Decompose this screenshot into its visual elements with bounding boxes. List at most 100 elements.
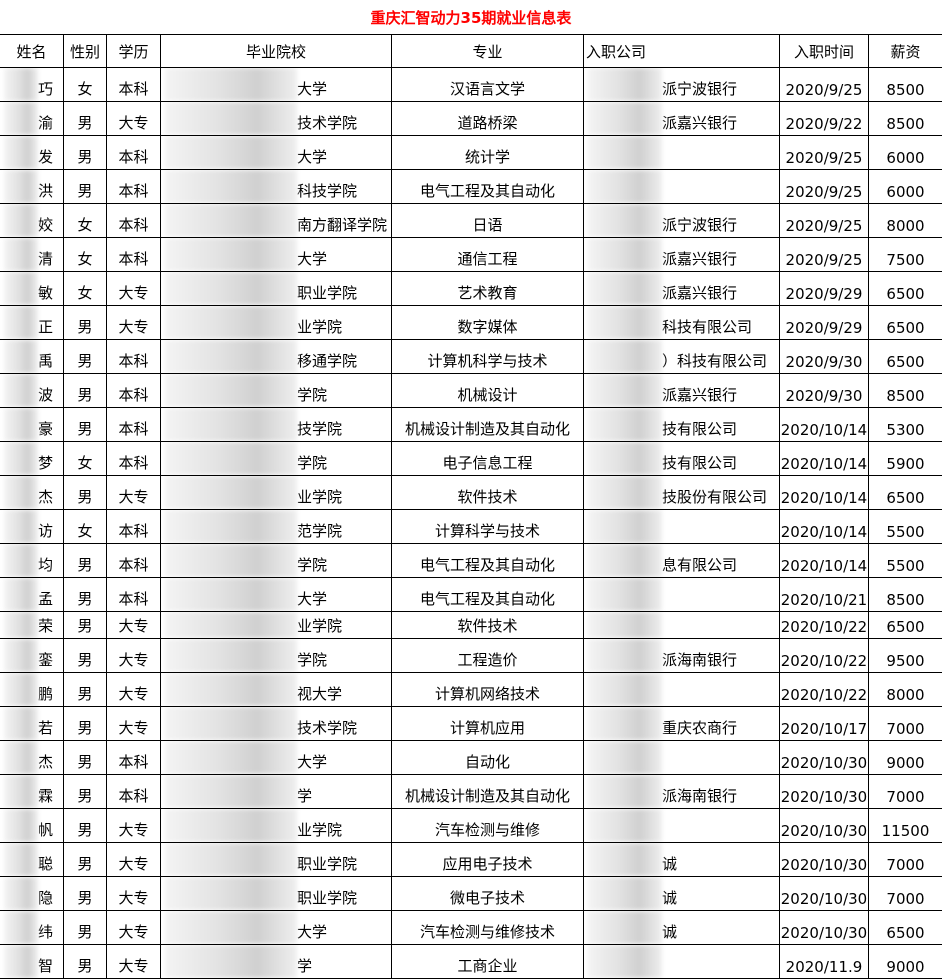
school-cell[interactable]: 业学院: [161, 306, 392, 339]
education-cell[interactable]: 大专: [107, 707, 161, 740]
gender-cell[interactable]: 男: [64, 544, 107, 577]
name-cell[interactable]: 发: [0, 136, 64, 169]
education-cell[interactable]: 本科: [107, 408, 161, 441]
salary-cell[interactable]: 7000: [869, 707, 942, 740]
school-cell[interactable]: 业学院: [161, 809, 392, 842]
name-cell[interactable]: 渝: [0, 102, 64, 135]
education-cell[interactable]: 本科: [107, 340, 161, 373]
major-cell[interactable]: 计算机应用: [392, 707, 584, 740]
company-cell[interactable]: [584, 741, 780, 774]
company-cell[interactable]: 派宁波银行: [584, 204, 780, 237]
major-cell[interactable]: 通信工程: [392, 238, 584, 271]
date-cell[interactable]: 2020/10/30: [780, 911, 869, 944]
header-salary[interactable]: 薪资: [890, 42, 921, 61]
date-cell[interactable]: 2020/10/14: [780, 442, 869, 475]
name-cell[interactable]: 洪: [0, 170, 64, 203]
school-cell[interactable]: 职业学院: [161, 843, 392, 876]
school-cell[interactable]: 大学: [161, 136, 392, 169]
header-gender[interactable]: 性别: [64, 35, 107, 67]
name-cell[interactable]: 鹏: [0, 673, 64, 706]
date-cell[interactable]: 2020/10/21: [780, 578, 869, 611]
gender-cell[interactable]: 男: [64, 578, 107, 611]
school-cell[interactable]: 移通学院: [161, 340, 392, 373]
date-cell[interactable]: 2020/9/25: [780, 136, 869, 169]
school-cell[interactable]: 学院: [161, 544, 392, 577]
gender-cell[interactable]: 男: [64, 673, 107, 706]
education-cell[interactable]: 大专: [107, 945, 161, 978]
education-cell[interactable]: 大专: [107, 911, 161, 944]
education-cell[interactable]: 本科: [107, 374, 161, 407]
name-cell[interactable]: 孟: [0, 578, 64, 611]
salary-cell[interactable]: 8000: [869, 204, 942, 237]
education-cell[interactable]: 本科: [107, 204, 161, 237]
education-cell[interactable]: 大专: [107, 639, 161, 672]
school-cell[interactable]: 技术学院: [161, 707, 392, 740]
salary-cell[interactable]: 8500: [869, 102, 942, 135]
gender-cell[interactable]: 男: [64, 612, 107, 638]
gender-cell[interactable]: 男: [64, 374, 107, 407]
company-cell[interactable]: 派嘉兴银行: [584, 374, 780, 407]
education-cell[interactable]: 大专: [107, 612, 161, 638]
major-cell[interactable]: 机械设计制造及其自动化: [392, 408, 584, 441]
name-cell[interactable]: 波: [0, 374, 64, 407]
header-major[interactable]: 专业: [392, 35, 584, 67]
header-date[interactable]: 入职时间: [780, 35, 869, 67]
gender-cell[interactable]: 男: [64, 408, 107, 441]
salary-cell[interactable]: 6500: [869, 612, 942, 638]
gender-cell[interactable]: 男: [64, 340, 107, 373]
major-cell[interactable]: 应用电子技术: [392, 843, 584, 876]
company-cell[interactable]: [584, 170, 780, 203]
salary-cell[interactable]: 5500: [869, 544, 942, 577]
education-cell[interactable]: 本科: [107, 170, 161, 203]
salary-cell[interactable]: 8500: [869, 68, 942, 101]
school-cell[interactable]: 大学: [161, 911, 392, 944]
school-cell[interactable]: 学: [161, 945, 392, 978]
gender-cell[interactable]: 男: [64, 843, 107, 876]
salary-cell[interactable]: 6500: [869, 476, 942, 509]
company-cell[interactable]: 派嘉兴银行: [584, 102, 780, 135]
salary-cell[interactable]: 11500: [869, 809, 942, 842]
name-cell[interactable]: 霖: [0, 775, 64, 808]
school-cell[interactable]: 职业学院: [161, 877, 392, 910]
salary-cell[interactable]: 6500: [869, 306, 942, 339]
salary-cell[interactable]: 9000: [869, 945, 942, 978]
name-cell[interactable]: 聪: [0, 843, 64, 876]
major-cell[interactable]: 机械设计: [392, 374, 584, 407]
name-cell[interactable]: 正: [0, 306, 64, 339]
company-cell[interactable]: 派嘉兴银行: [584, 272, 780, 305]
date-cell[interactable]: 2020/9/25: [780, 170, 869, 203]
school-cell[interactable]: 技术学院: [161, 102, 392, 135]
major-cell[interactable]: 计算科学与技术: [392, 510, 584, 543]
major-cell[interactable]: 汉语言文学: [392, 68, 584, 101]
school-cell[interactable]: 大学: [161, 238, 392, 271]
company-cell[interactable]: 诚: [584, 877, 780, 910]
salary-cell[interactable]: 6000: [869, 170, 942, 203]
school-cell[interactable]: 科技学院: [161, 170, 392, 203]
major-cell[interactable]: 电气工程及其自动化: [392, 544, 584, 577]
date-cell[interactable]: 2020/10/17: [780, 707, 869, 740]
company-cell[interactable]: [584, 673, 780, 706]
name-cell[interactable]: 禹: [0, 340, 64, 373]
gender-cell[interactable]: 女: [64, 238, 107, 271]
date-cell[interactable]: 2020/10/14: [780, 510, 869, 543]
company-cell[interactable]: [584, 945, 780, 978]
company-cell[interactable]: [584, 809, 780, 842]
salary-cell[interactable]: 7500: [869, 238, 942, 271]
date-cell[interactable]: 2020/9/29: [780, 272, 869, 305]
education-cell[interactable]: 大专: [107, 272, 161, 305]
date-cell[interactable]: 2020/10/22: [780, 612, 869, 638]
name-cell[interactable]: 杰: [0, 476, 64, 509]
major-cell[interactable]: 计算机科学与技术: [392, 340, 584, 373]
gender-cell[interactable]: 女: [64, 204, 107, 237]
company-cell[interactable]: 息有限公司: [584, 544, 780, 577]
name-cell[interactable]: 智: [0, 945, 64, 978]
gender-cell[interactable]: 女: [64, 68, 107, 101]
company-cell[interactable]: 派宁波银行: [584, 68, 780, 101]
date-cell[interactable]: 2020/9/22: [780, 102, 869, 135]
major-cell[interactable]: 机械设计制造及其自动化: [392, 775, 584, 808]
education-cell[interactable]: 本科: [107, 775, 161, 808]
education-cell[interactable]: 本科: [107, 544, 161, 577]
company-cell[interactable]: 派海南银行: [584, 775, 780, 808]
major-cell[interactable]: 工程造价: [392, 639, 584, 672]
salary-cell[interactable]: 5500: [869, 510, 942, 543]
